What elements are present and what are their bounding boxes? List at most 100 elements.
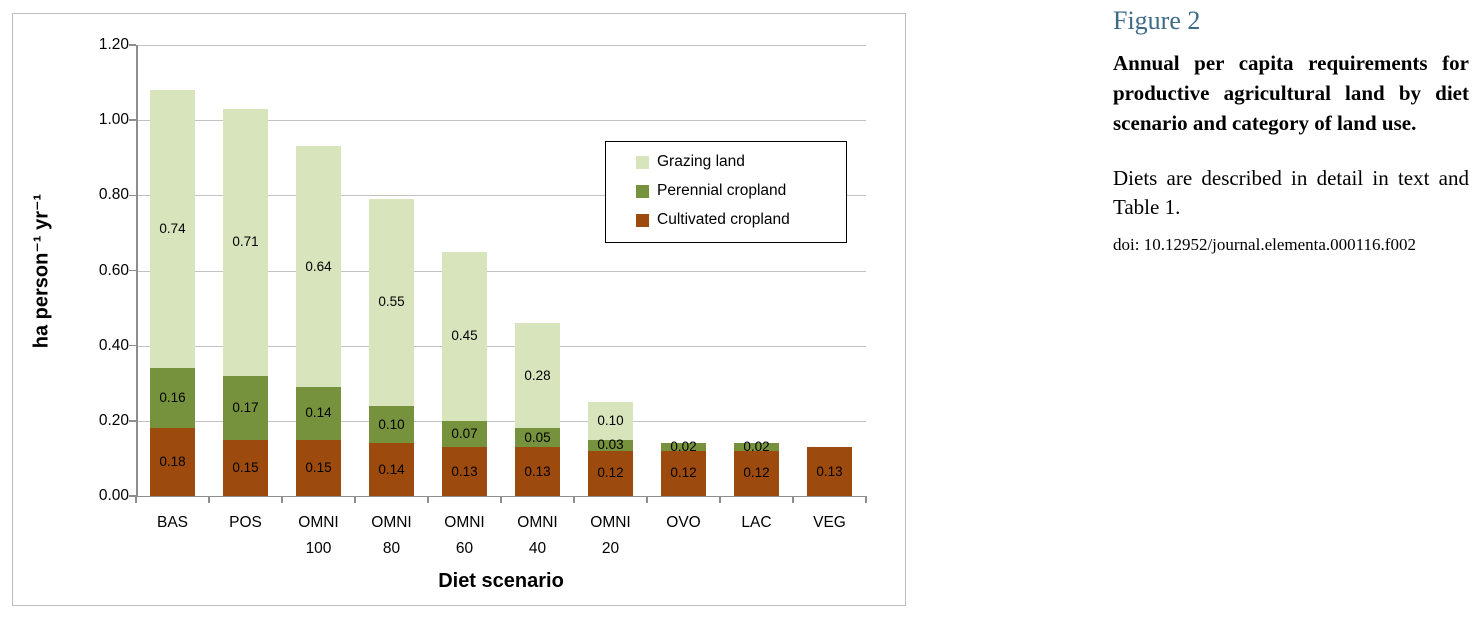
x-axis-tick (573, 496, 575, 503)
x-axis-tick (281, 496, 283, 503)
y-axis-tick-label: 0.20 (98, 411, 129, 429)
y-axis-tick (129, 44, 136, 46)
legend-swatch (636, 155, 649, 169)
bar-segment (734, 450, 779, 496)
x-axis-tick (646, 496, 648, 503)
bar-segment (223, 108, 268, 376)
x-axis-tick (719, 496, 721, 503)
x-axis-category-label: OMNI 40 (517, 514, 558, 557)
bar-segment (807, 447, 852, 496)
x-axis-category-label: POS (229, 514, 262, 531)
bar-segment (588, 450, 633, 496)
bar-data-label: 0.45 (451, 328, 478, 344)
x-axis-tick (208, 496, 210, 503)
bar-data-label: 0.14 (378, 461, 405, 477)
bar-segment (515, 323, 560, 429)
bar-data-label: 0.10 (597, 412, 624, 428)
x-axis-category-label: OMNI 80 (371, 514, 412, 557)
y-axis-tick-label: 1.00 (98, 111, 129, 129)
x-axis-category-label: LAC (741, 514, 772, 531)
legend-label: Perennial cropland (657, 182, 787, 199)
y-axis-tick (129, 119, 136, 121)
bar-segment (442, 251, 487, 421)
bar-segment (734, 443, 779, 451)
x-axis-tick (354, 496, 356, 503)
y-axis-line (136, 45, 138, 496)
y-axis-tick (129, 194, 136, 197)
legend: Grazing land Perennial cropland Cultivated… (605, 141, 847, 243)
gridline (136, 420, 866, 422)
bar-data-label: 0.15 (232, 459, 259, 475)
y-axis-tick-label: 0.60 (98, 261, 129, 279)
bar-data-label: 0.15 (305, 459, 332, 475)
bar-segment (588, 439, 633, 451)
bar-segment (515, 428, 560, 448)
bar-segment (150, 428, 195, 496)
x-axis-category-label: OMNI 60 (444, 514, 485, 557)
plot-area: 0.18 0.16 0.74 0.15 0.17 0.71 0.15 0.14 0.64 0.14… (129, 44, 867, 503)
bar-data-label: 0.03 (597, 437, 624, 453)
bar-data-label: 0.17 (232, 399, 259, 415)
legend-swatch (636, 213, 649, 227)
gridline (136, 345, 866, 347)
x-axis-category-label: OMNI 100 (298, 514, 339, 557)
bar-data-label: 0.16 (159, 390, 186, 406)
bar-segment (661, 443, 706, 451)
figure-caption-panel: Figure 2 Annual per capita requirements … (1113, 6, 1469, 256)
y-axis-tick-label: 0.40 (98, 336, 129, 354)
bar-segment (150, 368, 195, 429)
bar-data-label: 0.02 (743, 439, 770, 455)
bar-data-label: 0.13 (524, 463, 551, 479)
bar-segment (369, 405, 414, 444)
y-axis-tick (129, 269, 136, 272)
y-axis-tick-label: 0.00 (98, 487, 129, 504)
x-axis-category-label: OVO (666, 514, 701, 531)
figure-doi: doi: 10.12952/journal.elementa.000116.f0… (1113, 235, 1416, 254)
gridline (136, 270, 866, 272)
bar-segment (150, 90, 195, 369)
bar-segment (223, 375, 268, 440)
bar-segment (515, 447, 560, 496)
bar-segment (223, 439, 268, 496)
x-axis-tick (427, 496, 429, 503)
y-axis-tick-label: 0.80 (98, 186, 129, 204)
bar-data-label: 0.18 (159, 454, 186, 470)
bar-segment (661, 450, 706, 496)
bar-segment (296, 387, 341, 440)
bar-data-label: 0.55 (378, 294, 405, 310)
bar-data-label: 0.13 (816, 463, 843, 479)
bar-segment (296, 439, 341, 496)
legend-swatch (636, 184, 649, 198)
bar-data-label: 0.07 (451, 426, 478, 441)
x-axis-category-label: VEG (813, 514, 846, 531)
bar-data-label: 0.12 (597, 465, 624, 481)
bar-segment (369, 443, 414, 496)
legend-label: Grazing land (657, 153, 745, 170)
bar-segment (442, 420, 487, 448)
bar-data-label: 0.05 (524, 429, 551, 445)
bar-data-label: 0.71 (232, 234, 259, 250)
bar-data-label: 0.14 (305, 405, 332, 421)
bar-segment (442, 447, 487, 496)
x-axis-tick (135, 496, 137, 503)
bar-data-label: 0.12 (670, 465, 697, 481)
y-axis-tick-labels: 0.00 0.20 0.40 0.60 0.80 1.00 1.20 (13, 36, 129, 504)
legend-entry: Perennial cropland (606, 181, 846, 201)
bar-data-label: 0.28 (524, 367, 551, 383)
y-axis-tick (129, 344, 136, 347)
legend-entry: Cultivated cropland (606, 210, 846, 230)
bar-data-label: 0.02 (670, 439, 697, 455)
x-axis-category-label: OMNI 20 (590, 514, 631, 557)
gridline (136, 45, 866, 46)
x-axis-tick (865, 496, 867, 503)
gridline (136, 195, 866, 197)
bar-segment (369, 199, 414, 406)
y-axis-tick-label: 1.20 (98, 36, 129, 53)
bar-data-label: 0.12 (743, 465, 770, 481)
x-axis-tick-labels: BAS POS OMNI 100 OMNI 80 OMNI 60 OMNI 40 OMNI 20 OVO… (136, 510, 866, 570)
legend-label: Cultivated cropland (657, 211, 790, 228)
bar-segment (296, 146, 341, 388)
figure-description: Diets are described in detail in text an… (1113, 166, 1469, 219)
x-axis-tick (792, 496, 794, 503)
